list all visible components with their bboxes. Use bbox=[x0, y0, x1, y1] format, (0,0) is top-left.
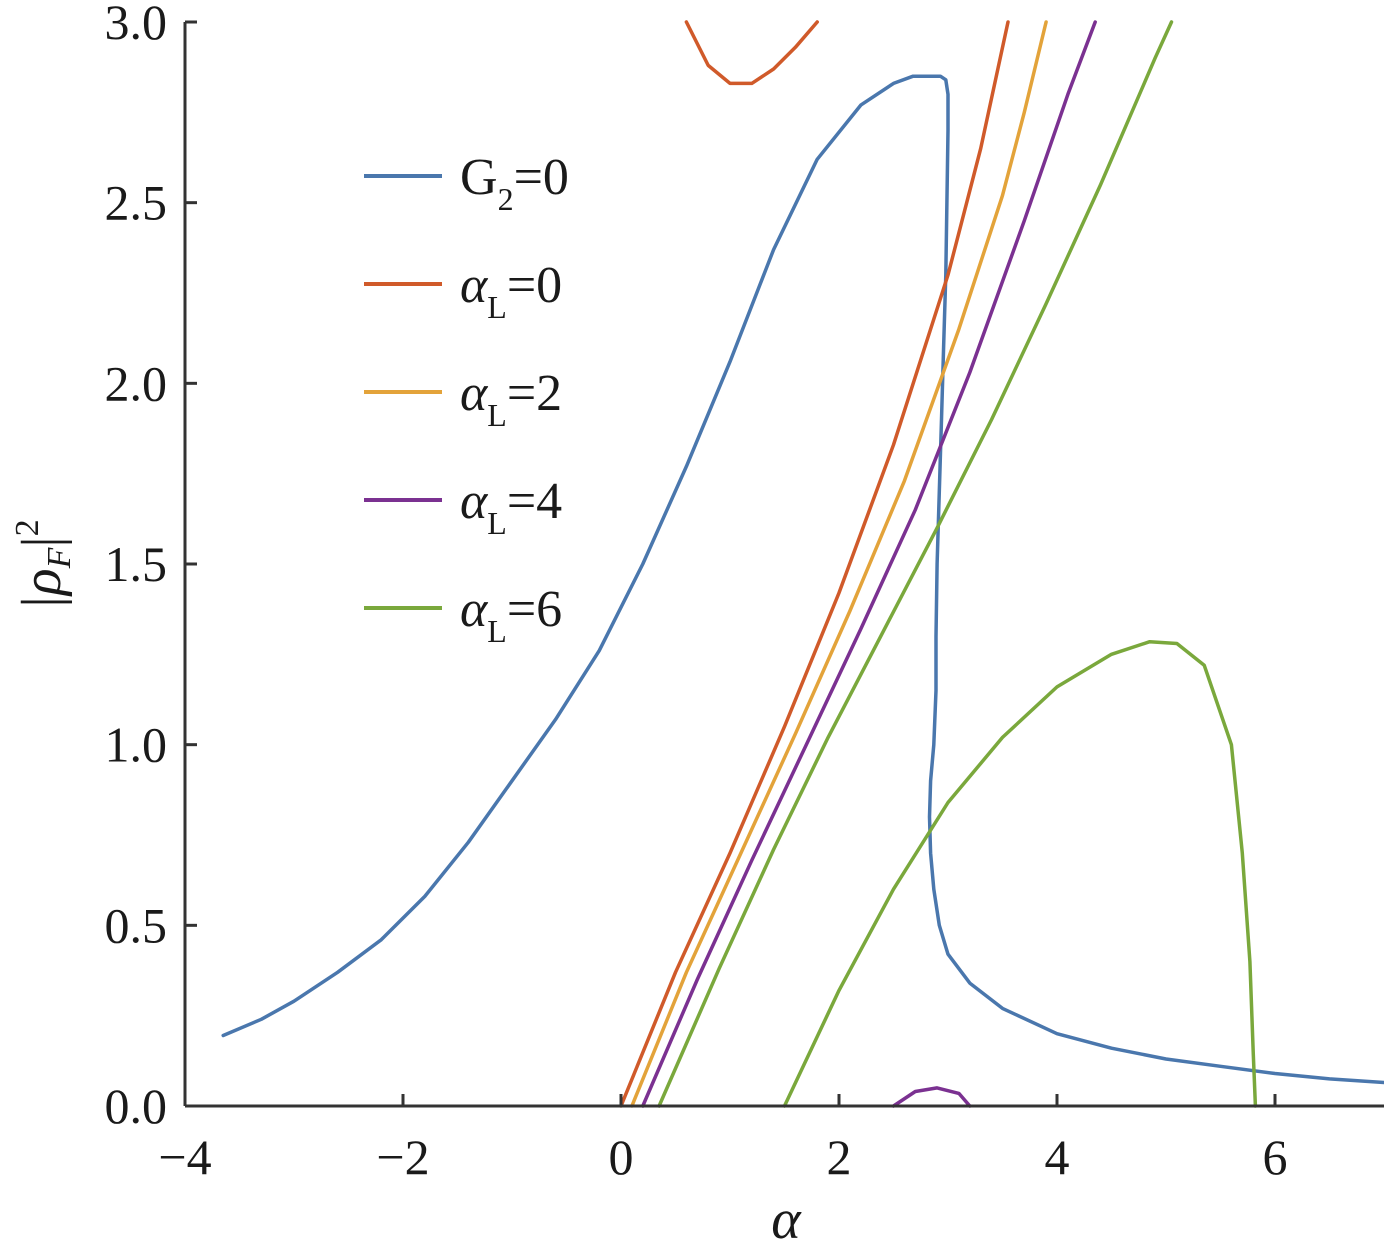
x-tick-label: 4 bbox=[1045, 1129, 1070, 1185]
legend-label-sub: L bbox=[487, 397, 507, 433]
series-line-2-segment-0 bbox=[630, 20, 1048, 1108]
y-axis-label-sup: 2 bbox=[9, 519, 46, 536]
series-line-4-segment-1 bbox=[782, 639, 1258, 1108]
series-line-3-segment-1 bbox=[891, 1086, 972, 1108]
legend-label-rest: =6 bbox=[507, 581, 562, 638]
y-tick-label: 0.0 bbox=[105, 1078, 168, 1134]
series-line-1-segment-0 bbox=[619, 20, 1010, 1108]
legend-label-sub: L bbox=[487, 505, 507, 541]
y-axis-label-close: | bbox=[11, 536, 73, 547]
legend-label-sub: 2 bbox=[498, 181, 514, 217]
x-tick-label: −2 bbox=[376, 1129, 429, 1185]
legend-label: G2=0 bbox=[460, 149, 569, 217]
legend-label-rest: =0 bbox=[514, 149, 569, 206]
y-tick-label: 2.5 bbox=[105, 175, 168, 231]
axes-layer bbox=[183, 22, 1384, 1108]
x-axis-label: α bbox=[771, 1189, 802, 1243]
legend-label-sub: L bbox=[487, 289, 507, 325]
y-tick-label: 1.5 bbox=[105, 536, 168, 592]
y-tick-label: 2.0 bbox=[105, 355, 168, 411]
x-tick-label: 0 bbox=[609, 1129, 634, 1185]
legend-label-rest: =4 bbox=[507, 473, 562, 530]
series-line-1-segment-1 bbox=[684, 20, 819, 86]
y-tick-label: 3.0 bbox=[105, 0, 168, 50]
y-axis-label-sub: F bbox=[41, 546, 78, 569]
series-layer bbox=[221, 20, 1384, 1108]
ticks-layer: −4 −2 0 2 4 6 0.0 0.5 1.0 1.5 2.0 2.5 3.0 bbox=[105, 0, 1288, 1185]
y-axis-label-base: |ρ bbox=[11, 568, 73, 610]
legend-label-base: G bbox=[460, 149, 498, 206]
legend-label-base: α bbox=[460, 365, 489, 422]
legend-label-base: α bbox=[460, 581, 489, 638]
legend-label-rest: =2 bbox=[507, 365, 562, 422]
y-axis-label: |ρF|2 bbox=[9, 519, 78, 610]
legend-label-base: α bbox=[460, 473, 489, 530]
series-line-0-segment-0 bbox=[221, 74, 1384, 1085]
x-tick-label: 6 bbox=[1263, 1129, 1288, 1185]
legend-label-sub: L bbox=[487, 613, 507, 649]
x-tick-label: 2 bbox=[827, 1129, 852, 1185]
legend-label: αL=2 bbox=[460, 365, 562, 433]
y-tick-label: 0.5 bbox=[105, 897, 168, 953]
y-tick-label: 1.0 bbox=[105, 717, 168, 773]
legend-label: αL=0 bbox=[460, 257, 562, 325]
legend-label: αL=6 bbox=[460, 581, 562, 649]
legend-label: αL=4 bbox=[460, 473, 562, 541]
x-tick-label: −4 bbox=[158, 1129, 211, 1185]
series-line-4-segment-0 bbox=[657, 20, 1174, 1108]
series-line-3-segment-0 bbox=[641, 20, 1097, 1108]
legend-label-rest: =0 bbox=[507, 257, 562, 314]
legend-label-base: α bbox=[460, 257, 489, 314]
legend: G2=0αL=0αL=2αL=4αL=6 bbox=[364, 149, 569, 649]
